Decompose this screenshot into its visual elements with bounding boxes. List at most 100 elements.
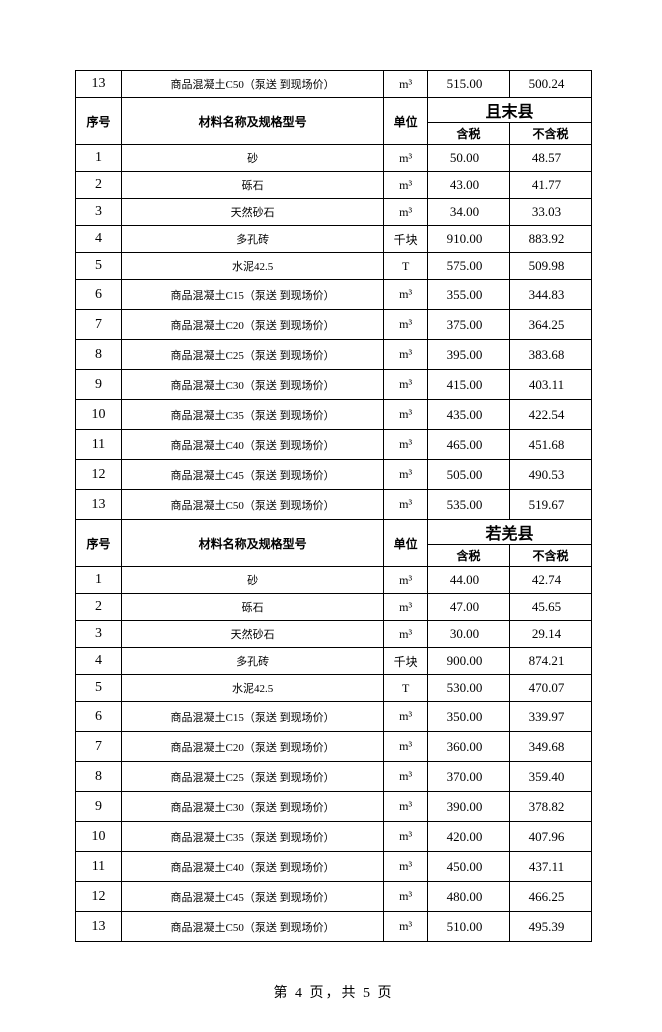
material-name: 砾石	[121, 594, 383, 621]
header-unit: 单位	[384, 520, 428, 567]
price-notax: 500.24	[509, 71, 591, 98]
material-name: 商品混凝土C30（泵送 到现场价）	[121, 792, 383, 822]
price-tax: 505.00	[427, 460, 509, 490]
price-notax: 495.39	[509, 912, 591, 942]
material-name: 商品混凝土C25（泵送 到现场价）	[121, 340, 383, 370]
price-notax: 344.83	[509, 280, 591, 310]
unit: m³	[384, 792, 428, 822]
unit: m³	[384, 822, 428, 852]
price-tax: 360.00	[427, 732, 509, 762]
price-notax: 42.74	[509, 567, 591, 594]
price-notax: 41.77	[509, 172, 591, 199]
unit: m³	[384, 490, 428, 520]
material-name: 商品混凝土C50（泵送 到现场价）	[121, 490, 383, 520]
row-index: 13	[76, 71, 122, 98]
material-name: 商品混凝土C50（泵送 到现场价）	[121, 912, 383, 942]
table-row: 4多孔砖千块910.00883.92	[76, 226, 592, 253]
unit: m³	[384, 145, 428, 172]
unit: m³	[384, 172, 428, 199]
price-notax: 407.96	[509, 822, 591, 852]
row-index: 12	[76, 460, 122, 490]
table-row: 1砂m³44.0042.74	[76, 567, 592, 594]
unit: m³	[384, 460, 428, 490]
price-tax: 435.00	[427, 400, 509, 430]
price-notax: 29.14	[509, 621, 591, 648]
table-row: 12商品混凝土C45（泵送 到现场价）m³480.00466.25	[76, 882, 592, 912]
header-row: 序号材料名称及规格型号单位且末县	[76, 98, 592, 123]
table-row: 6商品混凝土C15（泵送 到现场价）m³350.00339.97	[76, 702, 592, 732]
table-row: 3天然砂石m³30.0029.14	[76, 621, 592, 648]
table-row: 13商品混凝土C50（泵送 到现场价）m³535.00519.67	[76, 490, 592, 520]
material-name: 商品混凝土C20（泵送 到现场价）	[121, 732, 383, 762]
material-name: 商品混凝土C35（泵送 到现场价）	[121, 822, 383, 852]
page-container: 13商品混凝土C50（泵送 到现场价）m³515.00500.24序号材料名称及…	[0, 0, 662, 1032]
unit: 千块	[384, 226, 428, 253]
row-index: 2	[76, 594, 122, 621]
price-notax: 874.21	[509, 648, 591, 675]
price-tax: 375.00	[427, 310, 509, 340]
unit: m³	[384, 199, 428, 226]
material-name: 天然砂石	[121, 621, 383, 648]
price-tax: 47.00	[427, 594, 509, 621]
price-tax: 510.00	[427, 912, 509, 942]
price-notax: 437.11	[509, 852, 591, 882]
unit: m³	[384, 400, 428, 430]
region-name: 且末县	[427, 98, 591, 123]
price-notax: 364.25	[509, 310, 591, 340]
material-name: 天然砂石	[121, 199, 383, 226]
price-tax: 910.00	[427, 226, 509, 253]
price-tax: 44.00	[427, 567, 509, 594]
header-tax: 含税	[427, 123, 509, 145]
row-index: 11	[76, 430, 122, 460]
unit: m³	[384, 567, 428, 594]
material-name: 商品混凝土C35（泵送 到现场价）	[121, 400, 383, 430]
row-index: 9	[76, 370, 122, 400]
unit: m³	[384, 912, 428, 942]
table-row: 3天然砂石m³34.0033.03	[76, 199, 592, 226]
price-notax: 470.07	[509, 675, 591, 702]
price-tax: 350.00	[427, 702, 509, 732]
header-notax: 不含税	[509, 123, 591, 145]
material-name: 商品混凝土C25（泵送 到现场价）	[121, 762, 383, 792]
table-row: 2砾石m³47.0045.65	[76, 594, 592, 621]
material-name: 商品混凝土C20（泵送 到现场价）	[121, 310, 383, 340]
header-name: 材料名称及规格型号	[121, 98, 383, 145]
material-name: 水泥42.5	[121, 253, 383, 280]
price-tax: 575.00	[427, 253, 509, 280]
unit: T	[384, 253, 428, 280]
price-notax: 349.68	[509, 732, 591, 762]
table-row: 8商品混凝土C25（泵送 到现场价）m³370.00359.40	[76, 762, 592, 792]
unit: m³	[384, 762, 428, 792]
unit: m³	[384, 430, 428, 460]
material-name: 多孔砖	[121, 648, 383, 675]
material-name: 商品混凝土C50（泵送 到现场价）	[121, 71, 383, 98]
price-tax: 515.00	[427, 71, 509, 98]
row-index: 8	[76, 762, 122, 792]
price-notax: 45.65	[509, 594, 591, 621]
table-row: 11商品混凝土C40（泵送 到现场价）m³465.00451.68	[76, 430, 592, 460]
price-tax: 395.00	[427, 340, 509, 370]
row-index: 4	[76, 648, 122, 675]
price-notax: 33.03	[509, 199, 591, 226]
price-tax: 535.00	[427, 490, 509, 520]
price-tax: 530.00	[427, 675, 509, 702]
material-name: 水泥42.5	[121, 675, 383, 702]
price-tax: 480.00	[427, 882, 509, 912]
table-row: 9商品混凝土C30（泵送 到现场价）m³390.00378.82	[76, 792, 592, 822]
table-row: 8商品混凝土C25（泵送 到现场价）m³395.00383.68	[76, 340, 592, 370]
row-index: 1	[76, 567, 122, 594]
row-index: 13	[76, 490, 122, 520]
material-name: 商品混凝土C15（泵送 到现场价）	[121, 280, 383, 310]
price-notax: 451.68	[509, 430, 591, 460]
row-index: 10	[76, 822, 122, 852]
row-index: 6	[76, 702, 122, 732]
table-row: 12商品混凝土C45（泵送 到现场价）m³505.00490.53	[76, 460, 592, 490]
price-tax: 450.00	[427, 852, 509, 882]
materials-table: 13商品混凝土C50（泵送 到现场价）m³515.00500.24序号材料名称及…	[75, 70, 592, 942]
material-name: 商品混凝土C40（泵送 到现场价）	[121, 430, 383, 460]
region-name: 若羌县	[427, 520, 591, 545]
unit: m³	[384, 702, 428, 732]
unit: T	[384, 675, 428, 702]
row-index: 11	[76, 852, 122, 882]
table-row: 2砾石m³43.0041.77	[76, 172, 592, 199]
